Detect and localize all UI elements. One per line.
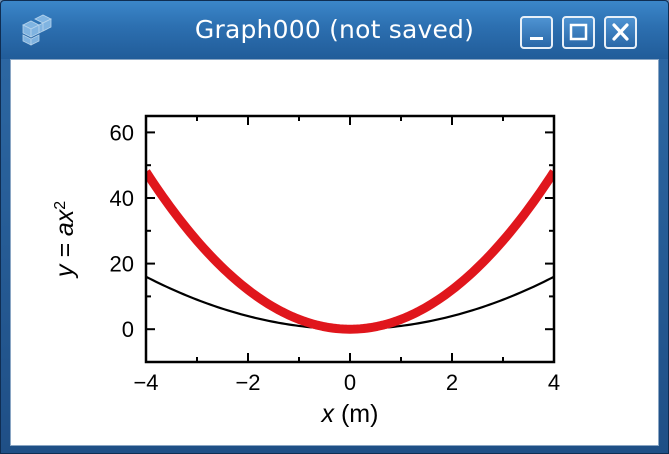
x-axis-variable: x <box>321 400 336 428</box>
x-tick-label: 0 <box>344 370 356 395</box>
window-title: Graph000 (not saved) <box>194 15 475 44</box>
y-tick-label: 40 <box>110 186 134 211</box>
x-tick-label: −4 <box>133 370 158 395</box>
title-bar[interactable]: Graph000 (not saved) <box>1 1 668 59</box>
close-icon <box>612 23 629 41</box>
x-axis-title: x (m) <box>321 400 379 428</box>
y-axis-variable: x <box>51 208 79 223</box>
y-tick-label: 0 <box>122 317 134 342</box>
series-line-2 <box>146 169 554 334</box>
x-axis-unit: (m) <box>334 400 378 428</box>
x-tick-label: 4 <box>548 370 560 395</box>
x-tick-label: 2 <box>446 370 458 395</box>
y-axis-exponent: 2 <box>52 201 69 210</box>
cube-grid-icon <box>22 14 52 46</box>
graph-canvas[interactable]: −4 −2 0 2 4 0 20 40 60 x (m) y = ax2 <box>10 59 659 446</box>
y-tick-label: 20 <box>110 252 134 277</box>
close-button[interactable] <box>604 16 637 49</box>
minimize-icon <box>530 37 543 40</box>
series-line-1 <box>146 275 554 331</box>
minimize-button[interactable] <box>520 16 553 49</box>
y-tick-label: 60 <box>110 120 134 145</box>
x-tick-label: −2 <box>235 370 260 395</box>
maximize-icon <box>569 23 588 41</box>
maximize-button[interactable] <box>562 16 595 49</box>
y-axis-title: y = ax2 <box>51 201 79 279</box>
y-axis-title-left: y = a <box>51 222 79 279</box>
